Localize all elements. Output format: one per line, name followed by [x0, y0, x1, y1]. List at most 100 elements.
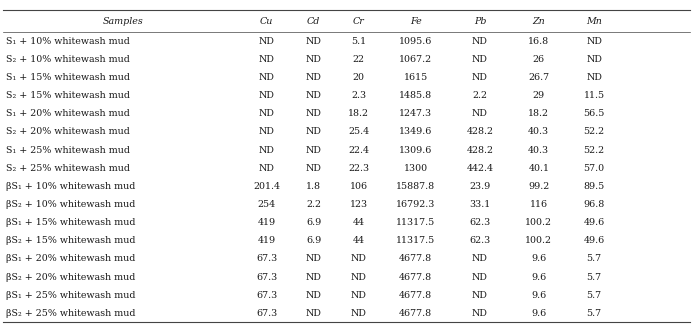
Text: ND: ND — [472, 37, 488, 46]
Text: βS₂ + 25% whitewash mud: βS₂ + 25% whitewash mud — [6, 309, 135, 318]
Text: 20: 20 — [353, 73, 365, 82]
Text: ND: ND — [472, 73, 488, 82]
Text: 1067.2: 1067.2 — [399, 55, 432, 64]
Text: ND: ND — [306, 73, 322, 82]
Text: 100.2: 100.2 — [525, 236, 552, 245]
Text: ND: ND — [259, 37, 274, 46]
Text: ND: ND — [306, 309, 322, 318]
Text: ND: ND — [586, 73, 602, 82]
Text: S₁ + 25% whitewash mud: S₁ + 25% whitewash mud — [6, 146, 130, 155]
Text: βS₁ + 25% whitewash mud: βS₁ + 25% whitewash mud — [6, 291, 135, 300]
Text: 2.3: 2.3 — [351, 91, 366, 100]
Text: ND: ND — [351, 309, 367, 318]
Text: 1349.6: 1349.6 — [399, 128, 432, 137]
Text: 4677.8: 4677.8 — [399, 273, 432, 282]
Text: ND: ND — [259, 55, 274, 64]
Text: 26: 26 — [533, 55, 545, 64]
Text: 123: 123 — [349, 200, 368, 209]
Text: 16792.3: 16792.3 — [396, 200, 435, 209]
Text: 442.4: 442.4 — [466, 164, 493, 173]
Text: 254: 254 — [258, 200, 276, 209]
Text: βS₂ + 20% whitewash mud: βS₂ + 20% whitewash mud — [6, 273, 135, 282]
Text: ND: ND — [586, 37, 602, 46]
Text: 4677.8: 4677.8 — [399, 309, 432, 318]
Text: ND: ND — [259, 164, 274, 173]
Text: S₁ + 10% whitewash mud: S₁ + 10% whitewash mud — [6, 37, 130, 46]
Text: 5.7: 5.7 — [587, 291, 602, 300]
Text: ND: ND — [306, 273, 322, 282]
Text: 419: 419 — [258, 218, 276, 227]
Text: ND: ND — [306, 291, 322, 300]
Text: 2.2: 2.2 — [306, 200, 321, 209]
Text: 96.8: 96.8 — [584, 200, 605, 209]
Text: ND: ND — [306, 109, 322, 118]
Text: 4677.8: 4677.8 — [399, 254, 432, 264]
Text: ND: ND — [306, 37, 322, 46]
Text: 16.8: 16.8 — [528, 37, 550, 46]
Text: 15887.8: 15887.8 — [396, 182, 435, 191]
Text: 1300: 1300 — [404, 164, 428, 173]
Text: Samples: Samples — [103, 16, 143, 26]
Text: 419: 419 — [258, 236, 276, 245]
Text: 428.2: 428.2 — [466, 128, 493, 137]
Text: 11317.5: 11317.5 — [396, 236, 435, 245]
Text: 25.4: 25.4 — [348, 128, 369, 137]
Text: ND: ND — [472, 309, 488, 318]
Text: Cd: Cd — [307, 16, 320, 26]
Text: 40.1: 40.1 — [528, 164, 550, 173]
Text: ND: ND — [259, 146, 274, 155]
Text: 67.3: 67.3 — [256, 309, 277, 318]
Text: 11.5: 11.5 — [584, 91, 605, 100]
Text: 106: 106 — [349, 182, 368, 191]
Text: Cu: Cu — [260, 16, 274, 26]
Text: 1309.6: 1309.6 — [399, 146, 432, 155]
Text: 40.3: 40.3 — [528, 146, 550, 155]
Text: 67.3: 67.3 — [256, 254, 277, 264]
Text: 33.1: 33.1 — [469, 200, 491, 209]
Text: 5.1: 5.1 — [351, 37, 366, 46]
Text: 40.3: 40.3 — [528, 128, 550, 137]
Text: 100.2: 100.2 — [525, 218, 552, 227]
Text: ND: ND — [472, 254, 488, 264]
Text: ND: ND — [472, 109, 488, 118]
Text: 9.6: 9.6 — [531, 291, 547, 300]
Text: ND: ND — [306, 91, 322, 100]
Text: S₂ + 10% whitewash mud: S₂ + 10% whitewash mud — [6, 55, 130, 64]
Text: 18.2: 18.2 — [528, 109, 550, 118]
Text: βS₂ + 15% whitewash mud: βS₂ + 15% whitewash mud — [6, 236, 135, 245]
Text: 1485.8: 1485.8 — [399, 91, 432, 100]
Text: 44: 44 — [353, 218, 365, 227]
Text: 52.2: 52.2 — [584, 146, 605, 155]
Text: 67.3: 67.3 — [256, 291, 277, 300]
Text: ND: ND — [472, 291, 488, 300]
Text: 89.5: 89.5 — [584, 182, 605, 191]
Text: 57.0: 57.0 — [584, 164, 605, 173]
Text: 428.2: 428.2 — [466, 146, 493, 155]
Text: 49.6: 49.6 — [584, 236, 605, 245]
Text: Mn: Mn — [586, 16, 602, 26]
Text: ND: ND — [351, 291, 367, 300]
Text: 23.9: 23.9 — [469, 182, 491, 191]
Text: 62.3: 62.3 — [469, 218, 491, 227]
Text: S₂ + 20% whitewash mud: S₂ + 20% whitewash mud — [6, 128, 130, 137]
Text: 52.2: 52.2 — [584, 128, 605, 137]
Text: Zn: Zn — [532, 16, 545, 26]
Text: S₂ + 25% whitewash mud: S₂ + 25% whitewash mud — [6, 164, 130, 173]
Text: ND: ND — [472, 55, 488, 64]
Text: 9.6: 9.6 — [531, 273, 547, 282]
Text: 22.3: 22.3 — [348, 164, 369, 173]
Text: 29: 29 — [533, 91, 545, 100]
Text: 116: 116 — [529, 200, 548, 209]
Text: 4677.8: 4677.8 — [399, 291, 432, 300]
Text: 6.9: 6.9 — [306, 218, 322, 227]
Text: ND: ND — [306, 55, 322, 64]
Text: S₂ + 15% whitewash mud: S₂ + 15% whitewash mud — [6, 91, 130, 100]
Text: 5.7: 5.7 — [587, 273, 602, 282]
Text: 6.9: 6.9 — [306, 236, 322, 245]
Text: βS₁ + 20% whitewash mud: βS₁ + 20% whitewash mud — [6, 254, 135, 264]
Text: Pb: Pb — [473, 16, 486, 26]
Text: 1095.6: 1095.6 — [399, 37, 432, 46]
Text: 2.2: 2.2 — [473, 91, 487, 100]
Text: ND: ND — [306, 146, 322, 155]
Text: S₁ + 15% whitewash mud: S₁ + 15% whitewash mud — [6, 73, 130, 82]
